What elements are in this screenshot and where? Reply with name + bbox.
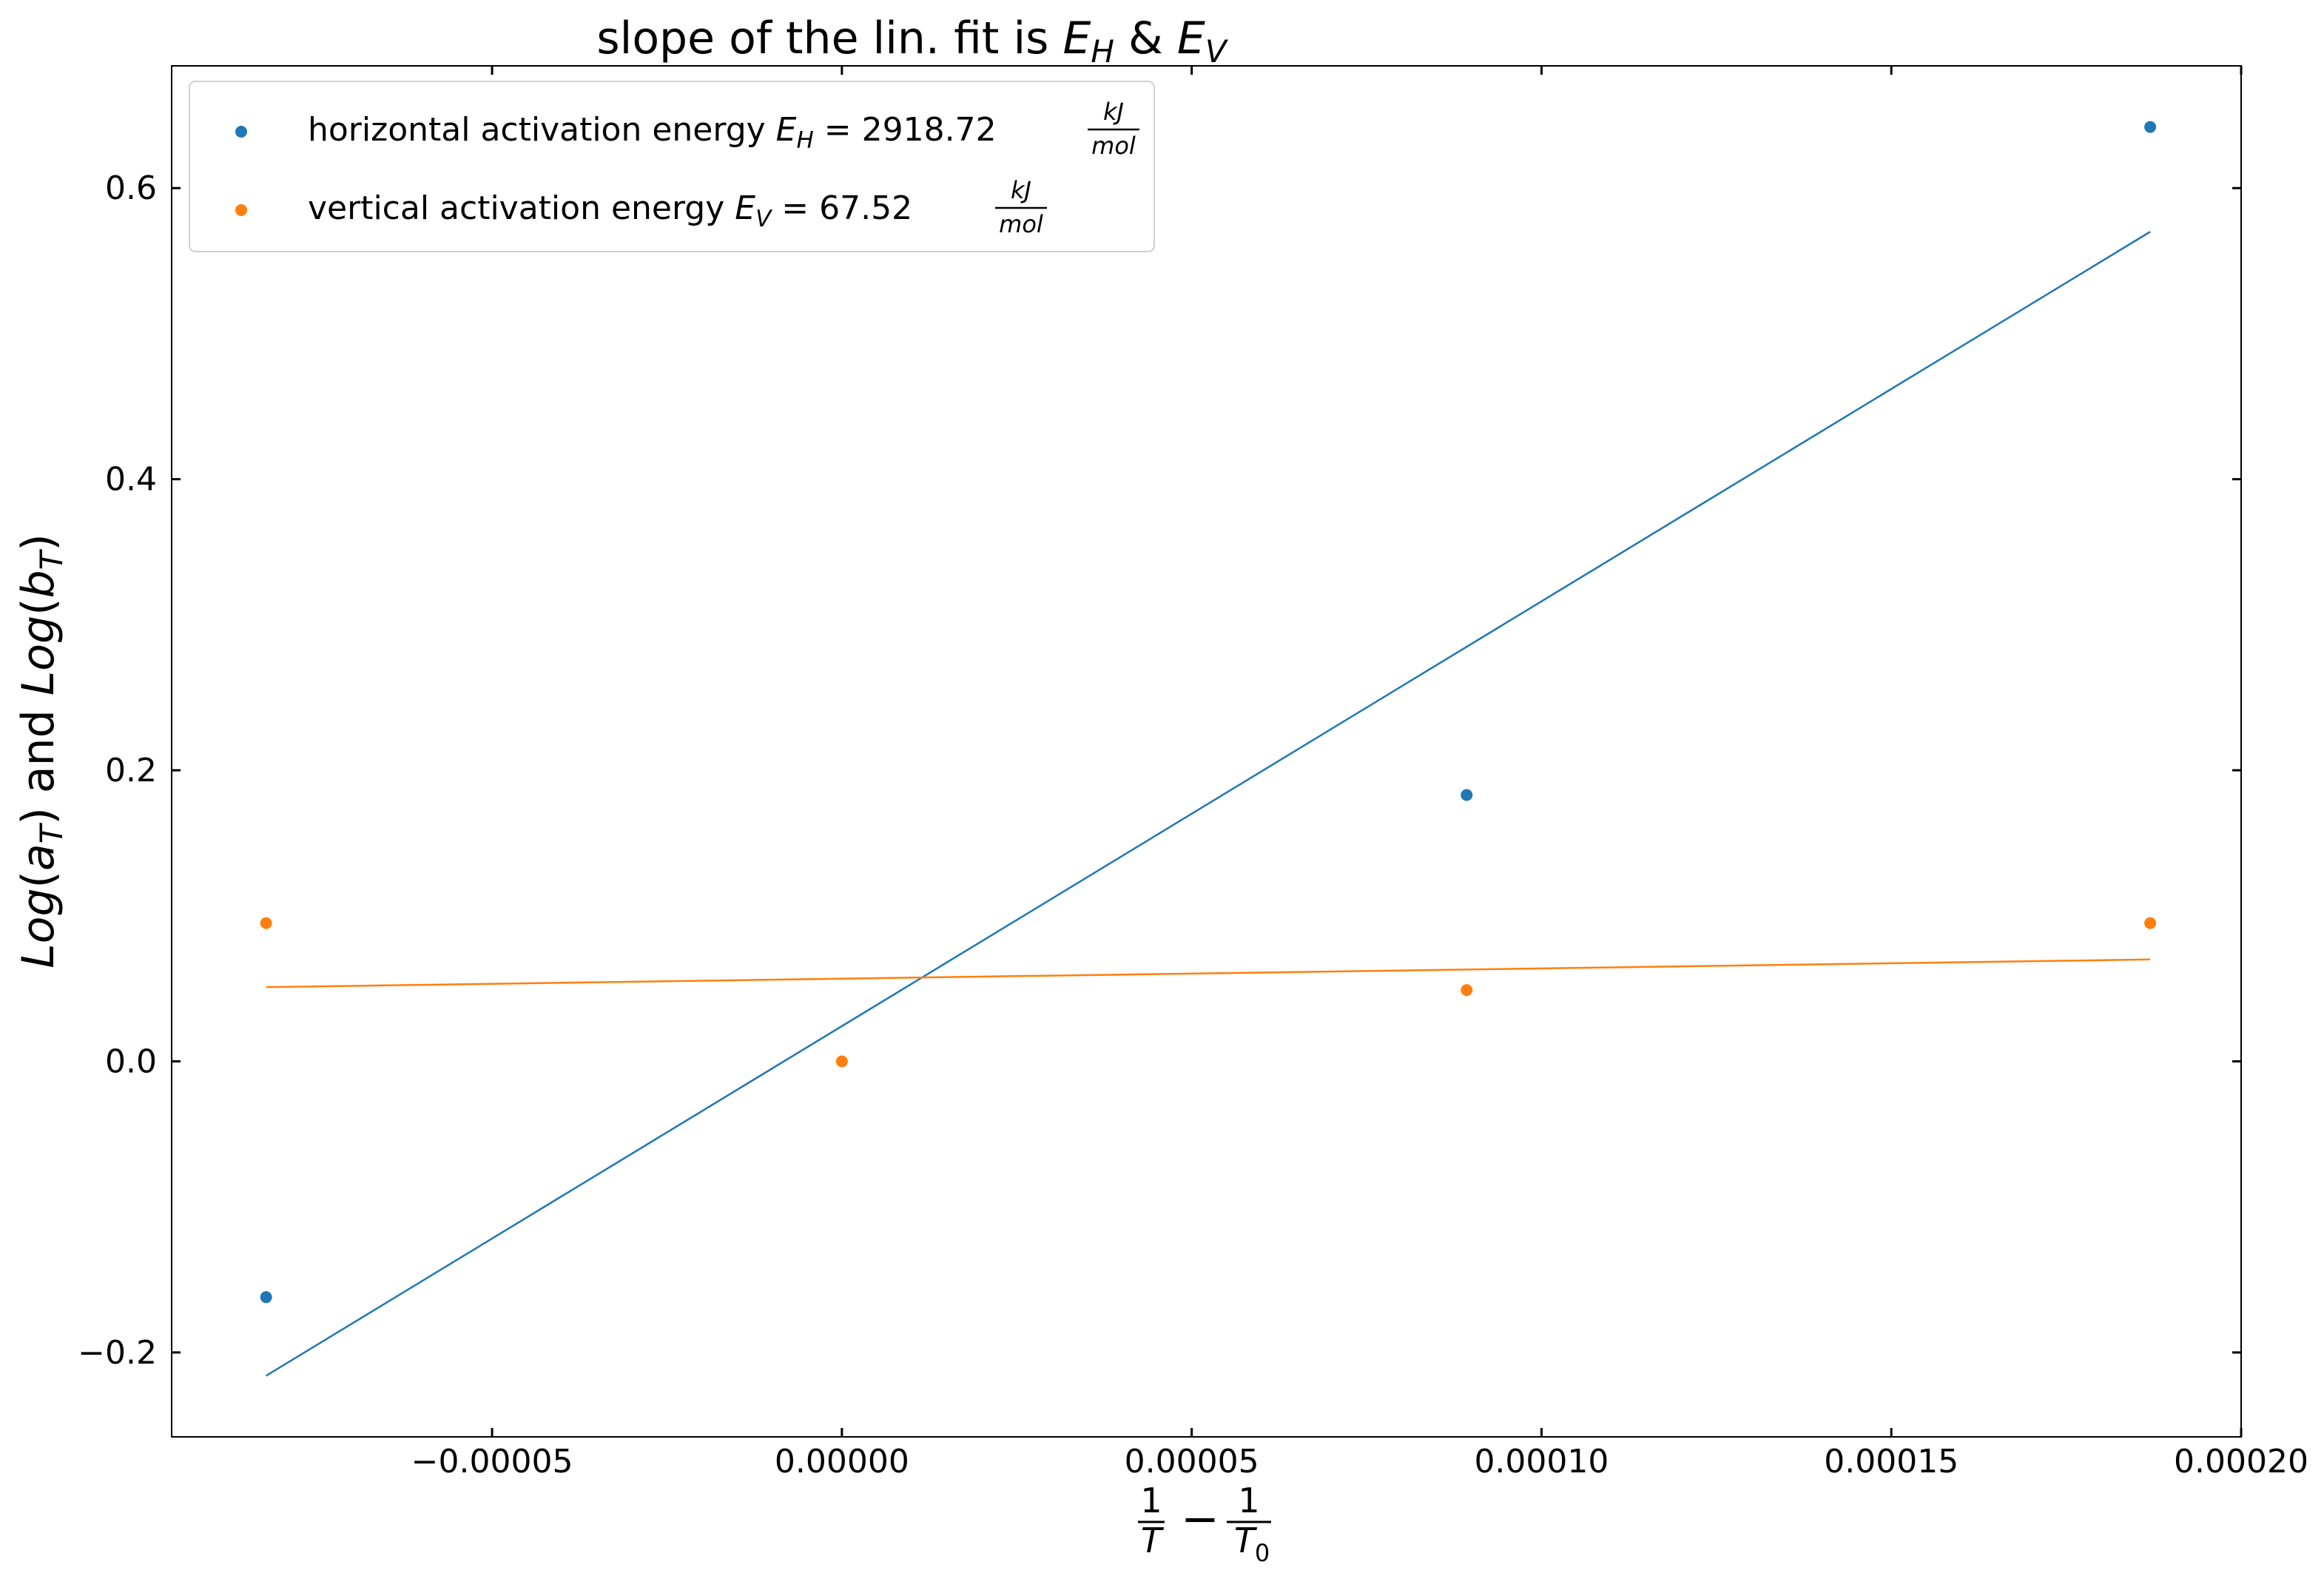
title-prefix: slope of the lin. fit is — [596, 13, 1062, 64]
legend-frame — [189, 81, 1155, 252]
legend-symbol-vertical: E — [735, 189, 755, 227]
fit-lines — [266, 231, 2151, 1377]
x-label-denominator-2-subscript: 0 — [1255, 1539, 1270, 1567]
x-tick-label: 0.00005 — [1125, 1443, 1259, 1481]
legend-symbol-horizontal: E — [776, 111, 797, 149]
data-points — [260, 121, 2157, 1304]
data-point-horizontal — [2144, 121, 2157, 133]
y-tick-label: 0.4 — [105, 461, 157, 499]
title-subscript-2: V — [1205, 33, 1229, 70]
legend-unit-num-horizontal: kJ — [1103, 98, 1124, 126]
y-label-log-1: Log — [13, 888, 64, 968]
x-axis-label: 1 T − 1 T 0 — [1138, 1481, 1271, 1567]
title-symbol-1: E — [1062, 13, 1091, 64]
x-label-denominator-2: T — [1234, 1520, 1258, 1560]
x-tick-label: 0.00010 — [1474, 1443, 1609, 1481]
legend-marker-horizontal — [235, 126, 247, 138]
legend-entry-vertical: vertical activation energy EV = 67.52 — [308, 189, 912, 232]
y-label-sub-1: T — [33, 822, 70, 843]
plot-frame — [171, 65, 2242, 1438]
title-subscript-1: H — [1091, 33, 1114, 70]
y-label-var-2: b — [13, 570, 64, 598]
data-point-vertical — [835, 1055, 848, 1068]
data-point-horizontal — [1461, 789, 1473, 801]
y-axis-label: Log(aT) and Log(bT) — [13, 533, 70, 968]
x-tick-label: −0.00005 — [411, 1443, 573, 1481]
legend-marker-vertical — [235, 204, 247, 216]
x-tick-label: 0.00015 — [1824, 1443, 1958, 1481]
title-ampersand: & — [1114, 13, 1177, 64]
y-label-sub-2: T — [33, 548, 70, 570]
y-label-and: and — [13, 695, 64, 807]
chart-title: slope of the lin. fit is EH & EV — [596, 13, 1228, 70]
legend-value-vertical: = 67.52 — [771, 189, 912, 227]
legend-unit-den-vertical: mol — [999, 210, 1043, 238]
y-label-var-1: a — [13, 843, 64, 871]
x-label-numerator-1: 1 — [1140, 1481, 1162, 1520]
y-label-log-2: Log — [13, 616, 64, 695]
x-tick-label: 0.00000 — [775, 1443, 909, 1481]
legend-unit-den-horizontal: mol — [1091, 132, 1136, 160]
fit-line-vertical — [266, 958, 2151, 988]
ticks — [172, 66, 2243, 1437]
y-tick-label: −0.2 — [78, 1334, 157, 1372]
x-tick-label: 0.00020 — [2174, 1443, 2308, 1481]
fit-line-horizontal — [266, 231, 2151, 1377]
legend-label-horizontal: horizontal activation energy — [308, 111, 766, 149]
legend-value-horizontal: = 2918.72 — [814, 111, 997, 149]
legend-subscript-vertical: V — [755, 206, 773, 232]
tick-labels: −0.00005 0.00000 0.00005 0.00010 0.00015 0.00… — [78, 169, 2308, 1481]
legend: horizontal activation energy EH = 2918.7… — [189, 81, 1155, 252]
y-tick-label: 0.0 — [105, 1043, 157, 1080]
legend-subscript-horizontal: H — [796, 127, 813, 154]
y-tick-label: 0.2 — [105, 752, 157, 789]
legend-unit-num-vertical: kJ — [1011, 176, 1031, 204]
data-point-vertical — [2144, 917, 2157, 929]
data-point-vertical — [260, 917, 272, 929]
x-label-minus: − — [1181, 1492, 1219, 1546]
title-symbol-2: E — [1177, 13, 1205, 64]
x-label-denominator-1: T — [1141, 1520, 1165, 1560]
y-tick-label: 0.6 — [105, 169, 157, 207]
x-label-numerator-2: 1 — [1238, 1481, 1259, 1520]
legend-entry-horizontal: horizontal activation energy EH = 2918.7… — [308, 111, 997, 154]
data-point-vertical — [1461, 984, 1473, 997]
legend-label-vertical: vertical activation energy — [308, 189, 724, 227]
data-point-horizontal — [260, 1291, 272, 1304]
